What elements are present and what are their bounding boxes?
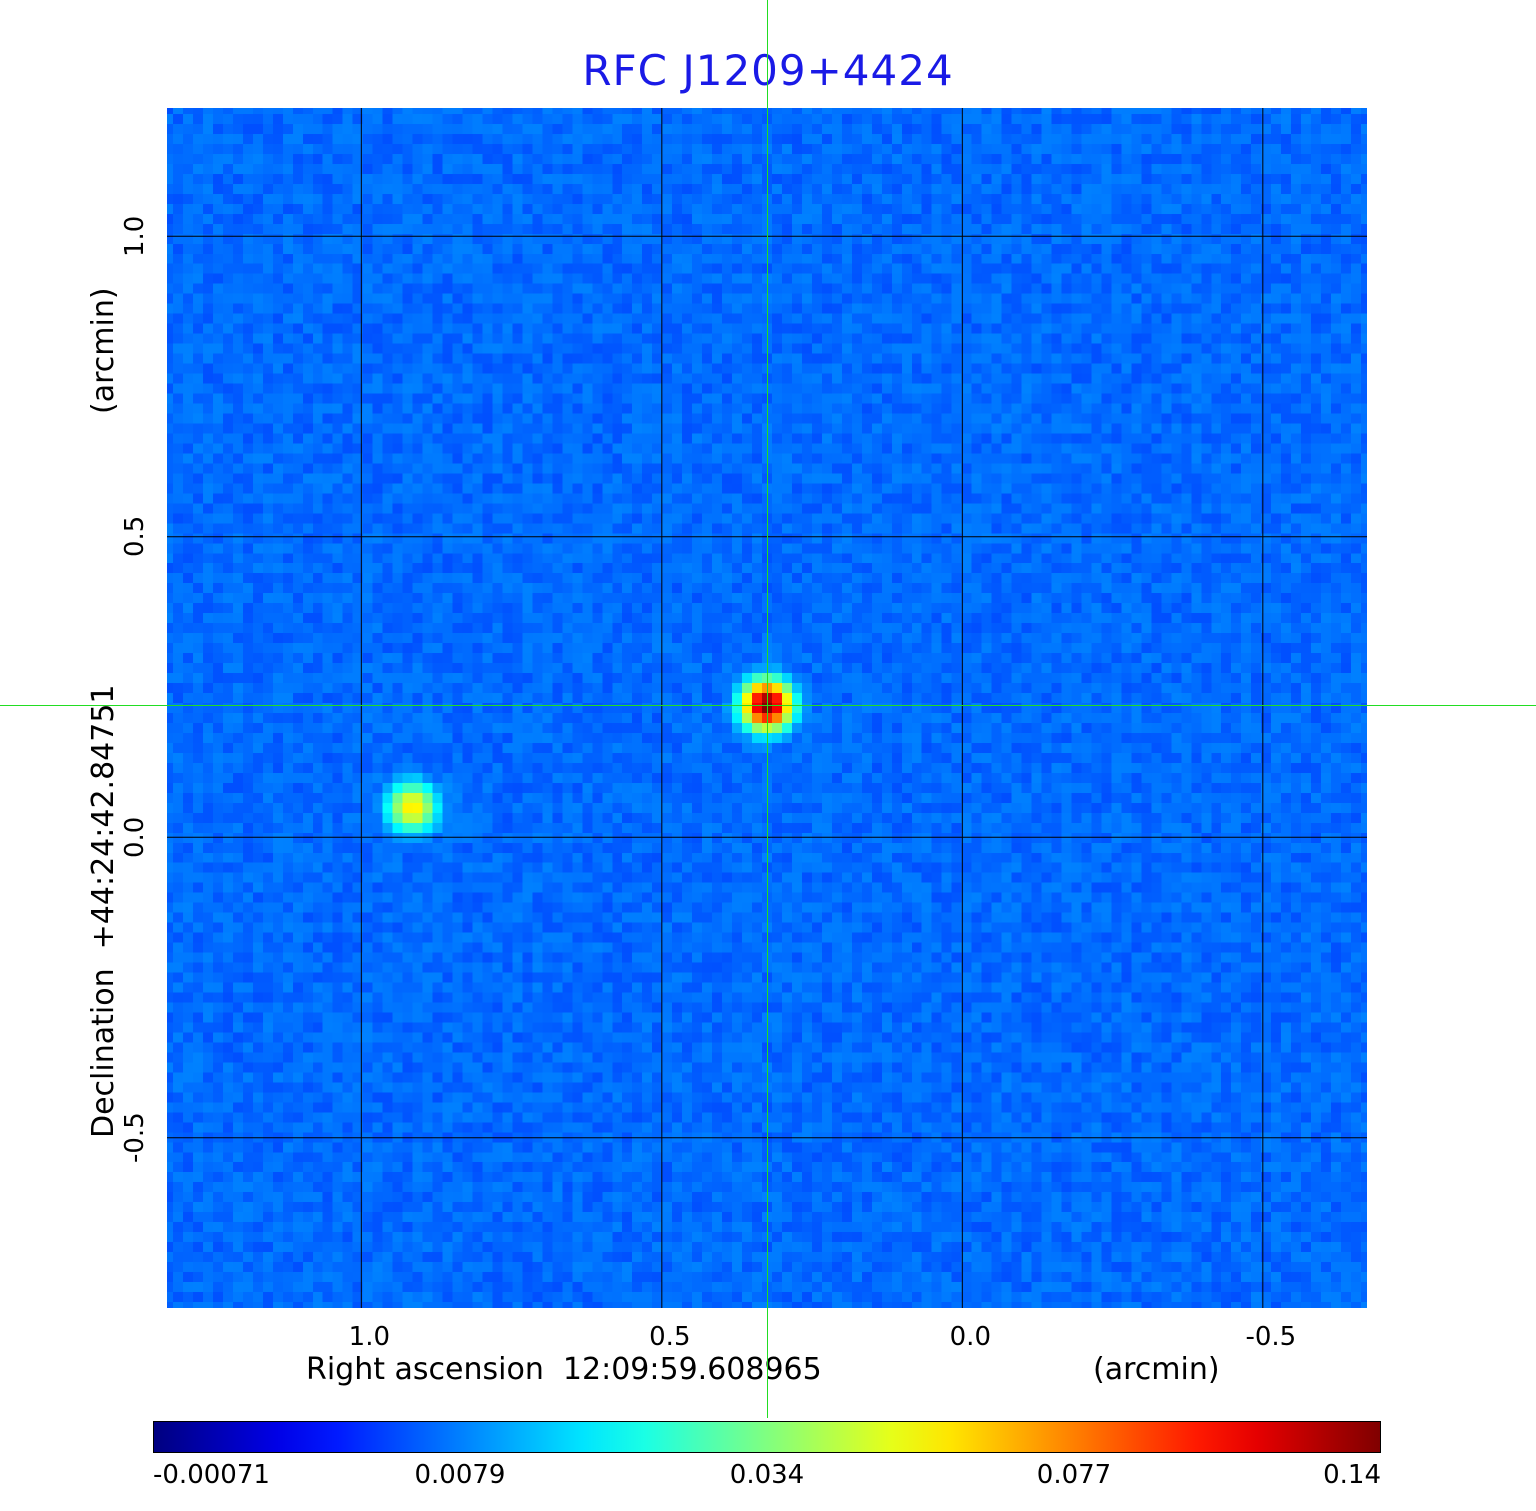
y-axis-unit: (arcmin) [86,287,121,414]
x-axis-label: Right ascension 12:09:59.608965 [306,1352,822,1387]
x-tick-label: 0.5 [649,1322,691,1352]
x-tick-label: 0.0 [949,1322,991,1352]
colorbar-tick-label: 0.034 [729,1460,805,1490]
y-tick-label: 0.5 [120,516,150,558]
colorbar-tick-label: -0.00071 [153,1460,270,1490]
colorbar-tick-label: 0.077 [1036,1460,1112,1490]
colorbar-tick-label: 0.14 [1323,1460,1381,1490]
crosshair-horizontal [0,705,1536,706]
x-tick-label: -0.5 [1245,1322,1297,1352]
crosshair-vertical [767,0,768,1418]
y-tick-label: 1.0 [120,215,150,257]
colorbar [153,1421,1381,1453]
x-axis-unit: (arcmin) [1093,1352,1220,1387]
x-tick-label: 1.0 [348,1322,391,1352]
chart-title: RFC J1209+4424 [582,46,954,95]
y-tick-label: 0.0 [120,816,150,858]
y-tick-label: -0.5 [120,1112,150,1164]
y-axis-label: Declination +44:24:42.84751 [86,684,121,1138]
colorbar-tick-label: 0.0079 [414,1460,506,1490]
